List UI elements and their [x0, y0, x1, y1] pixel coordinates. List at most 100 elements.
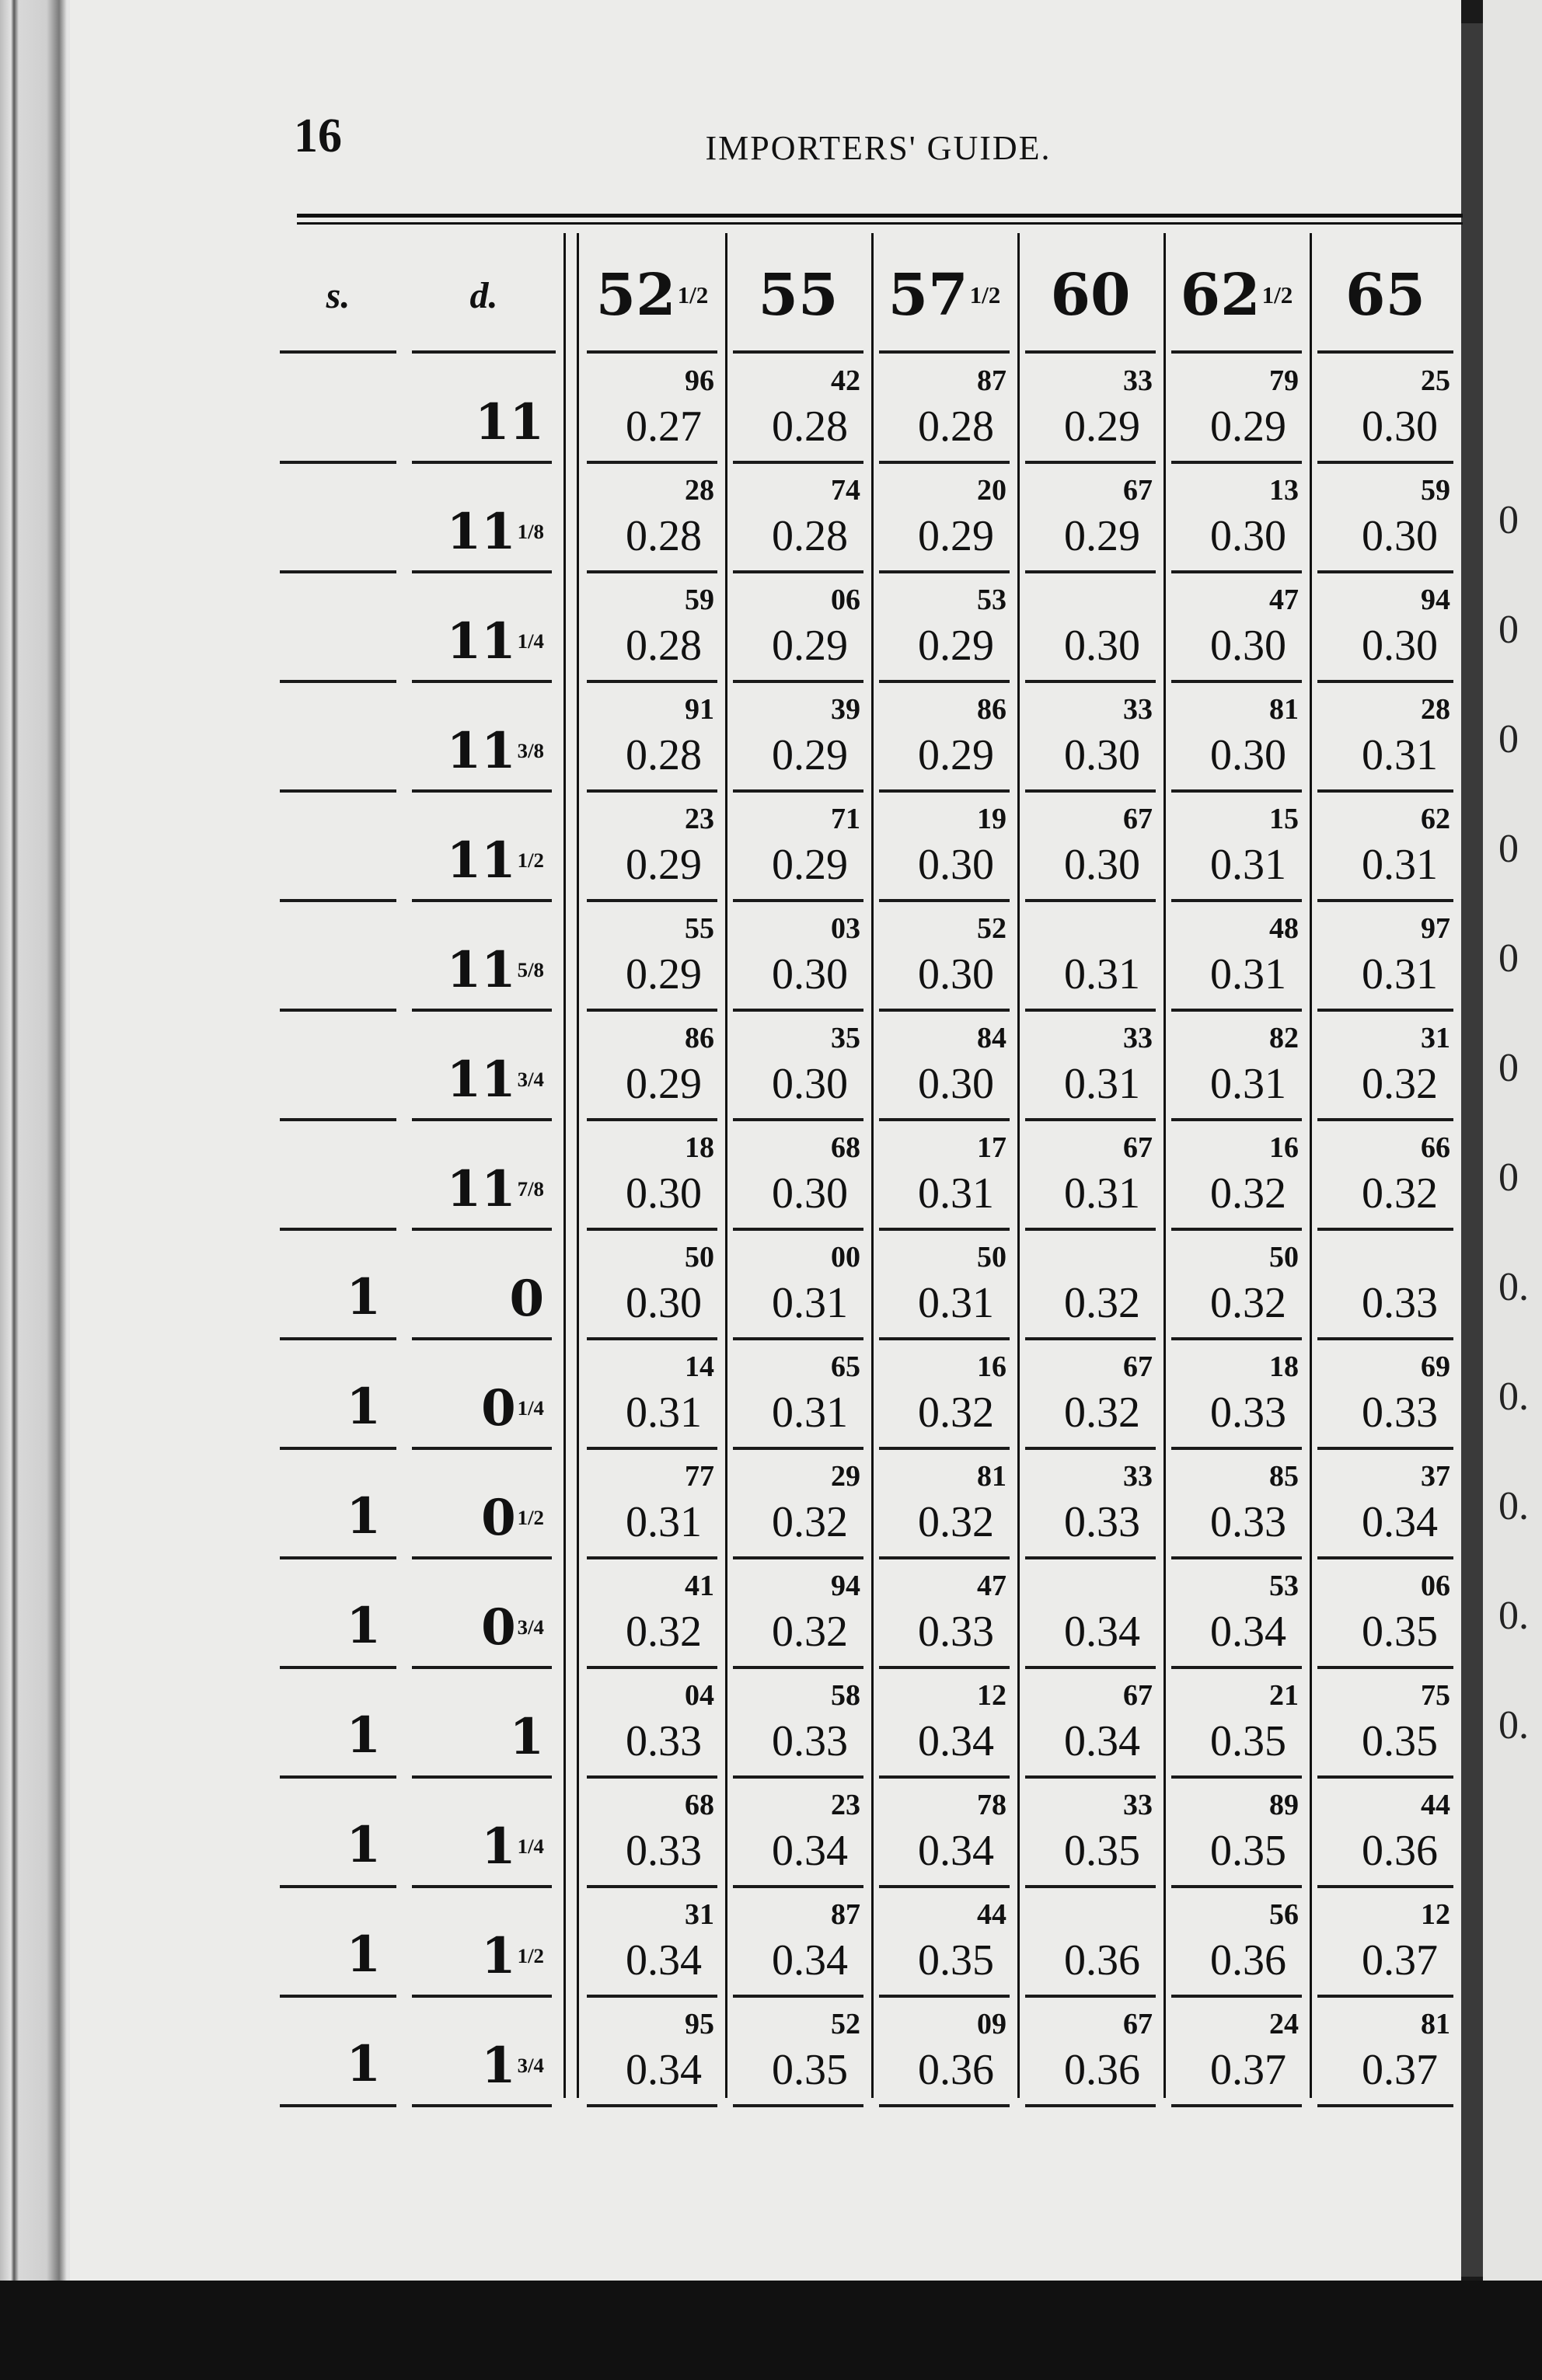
- rule: [280, 461, 396, 464]
- rule: [879, 1775, 1010, 1779]
- rule: [1317, 1118, 1453, 1121]
- rate-cell: 0.28 59: [579, 578, 725, 688]
- shillings-value: 1: [346, 1268, 381, 1326]
- rule: [1317, 570, 1453, 573]
- rule: [733, 1556, 863, 1559]
- rate-fraction-digits: 52: [831, 2008, 860, 2040]
- rate-value: 0.31: [1210, 1060, 1286, 1108]
- rate-cell: 0.37 12: [1310, 1893, 1461, 2002]
- pence-value: 11 5/8: [447, 941, 544, 999]
- rate-cell: 0.34 37: [1310, 1455, 1461, 1564]
- rate-cell: 0.32 31: [1310, 1016, 1461, 1126]
- rate-cell: 0.34: [1017, 1564, 1163, 1674]
- rate-value: 0.28: [772, 512, 848, 560]
- rate-cell: 0.35 44: [871, 1893, 1017, 2002]
- rule: [412, 1009, 552, 1012]
- rate-cell: 0.31 48: [1163, 907, 1310, 1016]
- rate-value: 0.32: [918, 1389, 994, 1437]
- column-header-fraction: 1/2: [1261, 281, 1293, 309]
- pence-value: 11 7/8: [447, 1160, 544, 1218]
- rate-cell: 0.35 52: [725, 2002, 871, 2112]
- pence-value: 11 3/4: [447, 1051, 544, 1109]
- rate-value: 0.30: [1064, 841, 1140, 889]
- rate-value: 0.29: [918, 731, 994, 779]
- rate-fraction-digits: 67: [1123, 1350, 1153, 1383]
- rate-value: 0.35: [1210, 1717, 1286, 1765]
- rule: [412, 789, 552, 793]
- rate-fraction-digits: 13: [1269, 474, 1299, 507]
- rate-cell: 0.32 67: [1017, 1345, 1163, 1455]
- rate-fraction-digits: 86: [685, 1022, 714, 1054]
- rule: [1171, 1118, 1302, 1121]
- rule: [412, 1995, 552, 1998]
- rate-cell: 0.29 53: [871, 578, 1017, 688]
- table-row: 11 1/4 0.28 59 0.29 06 0.29 53 0.30 0.30 47 0.30 94: [272, 578, 1461, 688]
- rate-fraction-digits: 58: [831, 1679, 860, 1712]
- rate-value: 0.32: [1362, 1169, 1438, 1218]
- rate-value: 0.32: [772, 1608, 848, 1656]
- rate-value: 0.32: [626, 1608, 702, 1656]
- pence-fraction: 1/4: [517, 629, 544, 653]
- rule: [1025, 570, 1156, 573]
- rate-cell: 0.30 50: [579, 1235, 725, 1345]
- rate-cell: 0.31 67: [1017, 1126, 1163, 1235]
- rate-fraction-digits: 18: [1269, 1350, 1299, 1383]
- column-header: 55: [725, 249, 871, 342]
- rate-cell: 0.36 67: [1017, 2002, 1163, 2112]
- rate-fraction-digits: 44: [1421, 1789, 1450, 1821]
- rule: [587, 789, 717, 793]
- rate-fraction-digits: 28: [1421, 693, 1450, 726]
- rate-fraction-digits: 67: [1123, 1679, 1153, 1712]
- rate-value: 0.30: [1210, 731, 1286, 779]
- table-row: 11 0.27 96 0.28 42 0.28 87 0.29 33 0.29 79 0.30 25: [272, 359, 1461, 469]
- rate-cell: 0.29 20: [871, 469, 1017, 578]
- pence-whole: 0: [509, 1270, 544, 1328]
- rule: [1171, 350, 1302, 354]
- table-row: 11 5/8 0.29 55 0.30 03 0.30 52 0.31 0.31 48 0.31 97: [272, 907, 1461, 1016]
- rule: [587, 1337, 717, 1340]
- rate-fraction-digits: 67: [1123, 803, 1153, 835]
- column-header: 62 1/2: [1163, 249, 1310, 342]
- pence-whole: 11: [446, 941, 516, 999]
- rate-fraction-digits: 33: [1123, 1022, 1153, 1054]
- rate-value: 0.29: [1064, 402, 1140, 451]
- rule: [1317, 680, 1453, 683]
- column-header: 57 1/2: [871, 249, 1017, 342]
- rate-value: 0.31: [1210, 841, 1286, 889]
- pence-cell: 0 1/2: [404, 1455, 560, 1564]
- rule: [280, 1556, 396, 1559]
- rule: [412, 1228, 552, 1231]
- rate-value: 0.32: [1064, 1389, 1140, 1437]
- rate-fraction-digits: 67: [1123, 2008, 1153, 2040]
- shillings-cell: [272, 359, 404, 469]
- rule: [879, 2104, 1010, 2107]
- rate-value: 0.34: [772, 1936, 848, 1984]
- rule: [1025, 680, 1156, 683]
- rule: [1171, 680, 1302, 683]
- rate-value: 0.34: [918, 1827, 994, 1875]
- pence-cell: 1 3/4: [404, 2002, 560, 2112]
- pence-value: 0 1/4: [481, 1379, 544, 1437]
- rate-fraction-digits: 91: [685, 693, 714, 726]
- column-divider: [1163, 233, 1166, 2098]
- rule: [879, 570, 1010, 573]
- header-double-rule: [297, 214, 1463, 225]
- rule: [1317, 899, 1453, 902]
- rule: [733, 1666, 863, 1669]
- rate-value: 0.31: [1362, 731, 1438, 779]
- rate-value: 0.36: [1210, 1936, 1286, 1984]
- rate-fraction-digits: 06: [1421, 1570, 1450, 1602]
- rate-fraction-digits: 68: [685, 1789, 714, 1821]
- table-row: 1 0 1/2 0.31 77 0.32 29 0.32 81 0.33 33 0.33 85 0.34 3…: [272, 1455, 1461, 1564]
- rate-cell: 0.31 33: [1017, 1016, 1163, 1126]
- pence-fraction: 1/2: [517, 1944, 544, 1968]
- rate-fraction-digits: 89: [1269, 1789, 1299, 1821]
- table-row: 11 1/2 0.29 23 0.29 71 0.30 19 0.30 67 0.31 15 0.31 6…: [272, 797, 1461, 907]
- rate-cell: 0.29 86: [579, 1016, 725, 1126]
- rate-value: 0.33: [1210, 1498, 1286, 1546]
- rate-fraction-digits: 47: [977, 1570, 1006, 1602]
- rate-fraction-digits: 35: [831, 1022, 860, 1054]
- rule: [1317, 789, 1453, 793]
- rate-value: 0.33: [626, 1717, 702, 1765]
- rate-value: 0.30: [918, 1060, 994, 1108]
